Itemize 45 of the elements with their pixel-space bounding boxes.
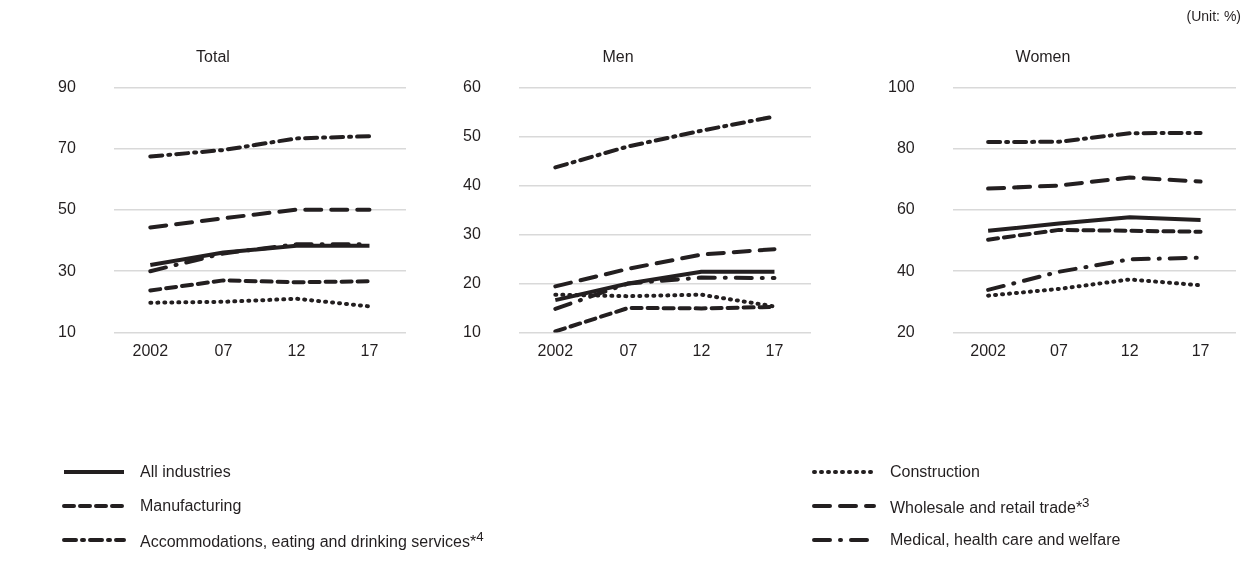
line-series (148, 134, 372, 159)
y-tick-label: 80 (896, 139, 915, 157)
legend-label: All industries (140, 463, 231, 481)
y-tick-label: 40 (896, 261, 915, 279)
y-tick-label: 10 (463, 322, 481, 340)
y-tick-label: 100 (887, 78, 915, 96)
y-tick-label: 40 (463, 175, 481, 193)
x-tick-label: 2002 (537, 342, 574, 360)
legend-label: Medical, health care and welfare (890, 531, 1121, 549)
text: (Unit: %) (1186, 8, 1241, 24)
x-tick-label: 07 (1050, 342, 1068, 360)
x-tick-label: 12 (1120, 342, 1139, 360)
line-series (986, 175, 1203, 191)
chart-title: Men (602, 48, 634, 66)
y-tick-label: 70 (58, 139, 76, 157)
y-tick-label: 20 (463, 273, 481, 291)
x-tick-label: 12 (287, 342, 306, 360)
y-tick-label: 60 (896, 200, 915, 218)
x-tick-label: 07 (619, 342, 638, 360)
legend-label: Manufacturing (140, 497, 242, 515)
y-tick-label: 30 (58, 261, 76, 279)
chart-title: Total (196, 48, 230, 66)
x-tick-label: 17 (765, 342, 784, 360)
y-tick-label: 10 (58, 322, 76, 340)
legend-label: Accommodations, eating and drinking services*$^{4}$ (140, 528, 484, 552)
y-tick-label: 50 (58, 200, 76, 218)
y-tick-label: 90 (58, 78, 76, 96)
x-tick-label: 17 (1191, 342, 1210, 360)
x-tick-label: 2002 (970, 342, 1007, 360)
line-series (148, 278, 372, 293)
x-tick-label: 07 (214, 342, 233, 360)
y-tick-label: 30 (463, 224, 481, 242)
legend-label: Construction (890, 463, 980, 481)
line-series (986, 227, 1203, 242)
x-tick-label: 2002 (132, 342, 169, 360)
line-series (986, 130, 1203, 145)
line-series (148, 296, 372, 309)
line-series (553, 247, 777, 289)
y-tick-label: 20 (896, 322, 915, 340)
chart-title: Women (1015, 48, 1071, 66)
y-tick-label: 60 (463, 78, 481, 96)
x-tick-label: 17 (360, 342, 379, 360)
legend-label: Wholesale and retail trade*$^{3}$ (890, 494, 1090, 518)
x-tick-label: 12 (692, 342, 711, 360)
y-tick-label: 50 (463, 126, 481, 144)
